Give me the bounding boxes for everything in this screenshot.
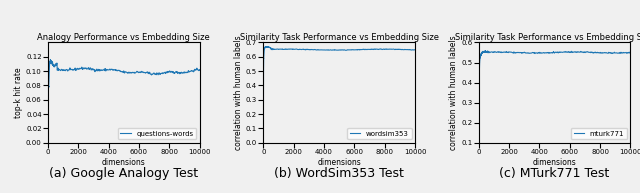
mturk771 [608,52,616,54]
Y-axis label: correlation with human labels: correlation with human labels [234,35,243,150]
questions-words [47,59,54,61]
Line: questions-words: questions-words [48,60,200,143]
wordsim353 [262,46,269,48]
Text: (b) WordSim353 Test: (b) WordSim353 Test [275,167,404,180]
questions-words [196,69,204,71]
X-axis label: dimensions: dimensions [317,158,361,167]
mturk771 [627,52,634,54]
wordsim353 [260,142,268,144]
mturk771 [583,51,591,53]
mturk771 [477,54,484,57]
Line: mturk771: mturk771 [479,51,630,136]
mturk771 [477,54,484,56]
questions-words [152,73,159,75]
Title: Similarity Task Performance vs Embedding Size: Similarity Task Performance vs Embedding… [240,33,438,42]
wordsim353 [264,45,272,48]
wordsim353 [300,48,308,51]
questions-words [46,61,54,64]
Title: Analogy Performance vs Embedding Size: Analogy Performance vs Embedding Size [38,33,210,42]
Text: (a) Google Analogy Test: (a) Google Analogy Test [49,167,198,180]
Y-axis label: top-k hit rate: top-k hit rate [14,67,23,118]
wordsim353 [411,48,419,51]
wordsim353 [261,46,269,48]
Legend: questions-words: questions-words [118,128,196,139]
questions-words [46,61,54,63]
X-axis label: dimensions: dimensions [532,158,577,167]
Text: (c) MTurk771 Test: (c) MTurk771 Test [499,167,610,180]
Legend: mturk771: mturk771 [571,128,627,139]
Y-axis label: correlation with human labels: correlation with human labels [449,35,458,150]
X-axis label: dimensions: dimensions [102,158,146,167]
Legend: wordsim353: wordsim353 [347,128,412,139]
questions-words [44,142,52,144]
mturk771 [475,135,483,137]
mturk771 [481,49,489,52]
wordsim353 [392,48,399,50]
questions-words [177,72,184,74]
mturk771 [475,134,483,136]
wordsim353 [262,46,269,48]
Title: Similarity Task Performance vs Embedding Size: Similarity Task Performance vs Embedding… [455,33,640,42]
questions-words [85,67,93,70]
questions-words [47,58,54,61]
mturk771 [516,52,524,54]
wordsim353 [367,48,375,50]
mturk771 [477,53,485,55]
Line: wordsim353: wordsim353 [264,47,415,143]
